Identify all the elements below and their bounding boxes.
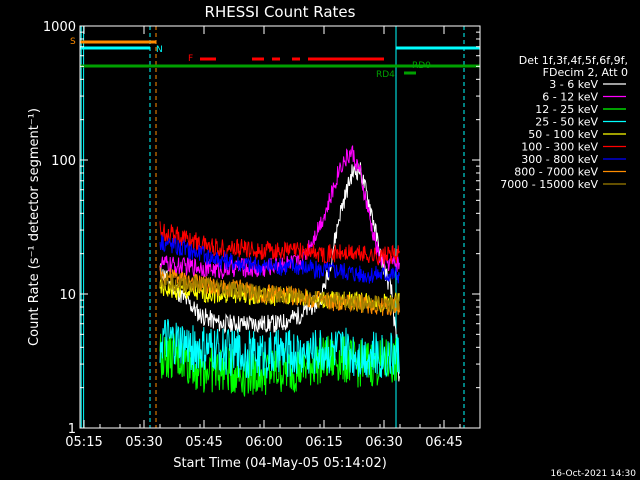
legend-header: Det 1f,3f,4f,5f,6f,9f, bbox=[519, 54, 628, 67]
flag-bars: S N F RD0 RD4 bbox=[70, 26, 480, 428]
series-line-8 bbox=[159, 271, 400, 313]
series-group bbox=[159, 145, 400, 397]
x-tick-label: 06:15 bbox=[305, 435, 342, 450]
series-line-3 bbox=[159, 318, 400, 379]
annotation-f: F bbox=[188, 54, 193, 64]
legend-label: 800 - 7000 keV bbox=[514, 166, 598, 179]
x-tick-label: 05:30 bbox=[125, 435, 162, 450]
annotation-s: S bbox=[70, 37, 76, 47]
annotation-rd0: RD0 bbox=[412, 61, 431, 71]
x-tick-label: 05:15 bbox=[65, 435, 102, 450]
axis-ticks: 05:15 05:30 05:45 06:00 06:15 06:30 06:45 1 10 10… bbox=[43, 20, 481, 450]
legend-label: 100 - 300 keV bbox=[521, 141, 598, 154]
annotation-n: N bbox=[156, 45, 163, 55]
series-line-5 bbox=[159, 221, 400, 266]
y-tick-label: 100 bbox=[51, 154, 76, 169]
legend-label: 12 - 25 keV bbox=[535, 103, 598, 116]
y-tick-label: 10 bbox=[59, 288, 76, 303]
y-tick-label: 1000 bbox=[43, 20, 76, 35]
series-line-6 bbox=[159, 234, 400, 284]
legend: Det 1f,3f,4f,5f,6f,9f,FDecim 2, Att 03 -… bbox=[500, 54, 628, 191]
x-tick-label: 06:30 bbox=[365, 435, 402, 450]
x-axis-label: Start Time (04-May-05 05:14:02) bbox=[173, 456, 387, 471]
y-tick-label: 1 bbox=[68, 422, 76, 437]
legend-header: FDecim 2, Att 0 bbox=[543, 66, 628, 79]
footer-date: 16-Oct-2021 14:30 bbox=[551, 469, 637, 479]
legend-label: 7000 - 15000 keV bbox=[500, 178, 598, 191]
x-tick-label: 06:00 bbox=[245, 435, 282, 450]
chart-title: RHESSI Count Rates bbox=[205, 3, 356, 21]
x-tick-label: 06:45 bbox=[425, 435, 462, 450]
y-axis-label: Count Rate (s⁻¹ detector segment⁻¹) bbox=[27, 108, 42, 346]
legend-label: 50 - 100 keV bbox=[528, 128, 598, 141]
annotation-rd4: RD4 bbox=[376, 70, 395, 80]
legend-label: 25 - 50 keV bbox=[535, 116, 598, 129]
legend-label: 3 - 6 keV bbox=[549, 78, 598, 91]
legend-label: 6 - 12 keV bbox=[542, 91, 598, 104]
x-tick-label: 05:45 bbox=[185, 435, 222, 450]
series-line-0 bbox=[159, 162, 400, 382]
legend-label: 300 - 800 keV bbox=[521, 153, 598, 166]
